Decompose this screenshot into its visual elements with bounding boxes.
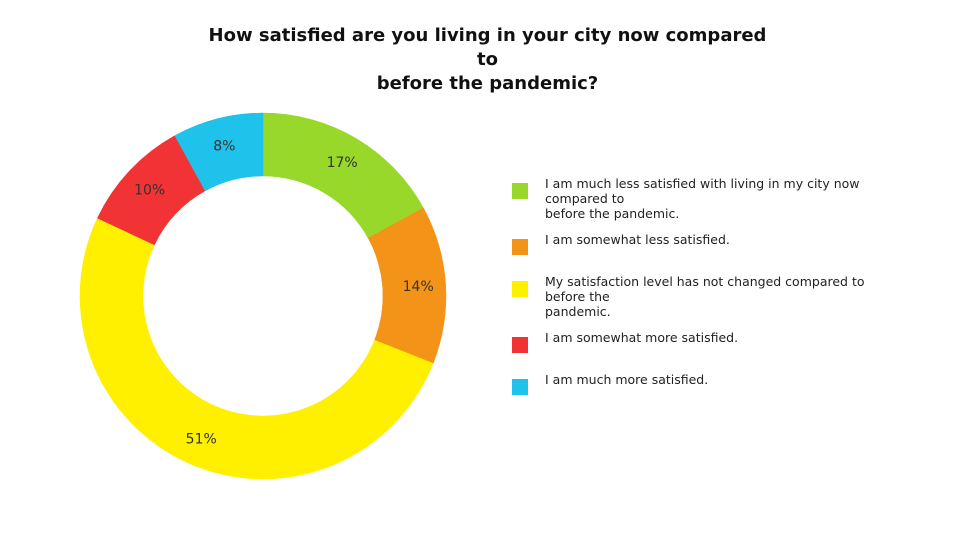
donut-slice-label-1: 17% bbox=[327, 155, 358, 171]
donut-slice-label-2: 14% bbox=[403, 279, 434, 295]
donut-slice-1 bbox=[262, 112, 424, 239]
donut-slice-5 bbox=[174, 112, 264, 192]
legend-swatch bbox=[512, 379, 528, 395]
legend-item-1: I am much less satisfied with living in … bbox=[512, 176, 905, 221]
legend-swatch bbox=[512, 337, 528, 353]
donut-slice-3 bbox=[79, 217, 434, 480]
legend-swatch bbox=[512, 183, 528, 199]
legend-item-5: I am much more satisfied. bbox=[512, 372, 905, 395]
legend-label: I am somewhat more satisfied. bbox=[545, 330, 739, 345]
legend-label: I am much less satisfied with living in … bbox=[545, 176, 860, 221]
legend-label: My satisfaction level has not changed co… bbox=[545, 274, 865, 319]
chart-title: How satisfied are you living in your cit… bbox=[200, 24, 775, 96]
legend-item-3: My satisfaction level has not changed co… bbox=[512, 274, 905, 319]
legend-item-2: I am somewhat less satisfied. bbox=[512, 232, 905, 255]
legend-label: I am much more satisfied. bbox=[545, 372, 709, 387]
donut-slice-labels: 17% 14% 51% 10% 8% bbox=[134, 138, 434, 447]
donut-slice-label-4: 10% bbox=[134, 183, 165, 199]
legend-label: I am somewhat less satisfied. bbox=[545, 232, 730, 247]
donut-slices bbox=[79, 112, 447, 480]
chart-title-line-1: How satisfied are you living in your cit… bbox=[208, 25, 767, 70]
legend-item-4: I am somewhat more satisfied. bbox=[512, 330, 905, 353]
donut-slice-label-5: 8% bbox=[213, 138, 235, 154]
legend-swatch bbox=[512, 239, 528, 255]
donut-slice-label-3: 51% bbox=[186, 432, 217, 448]
chart-title-line-2: before the pandemic? bbox=[376, 73, 599, 94]
legend-swatch bbox=[512, 281, 528, 297]
